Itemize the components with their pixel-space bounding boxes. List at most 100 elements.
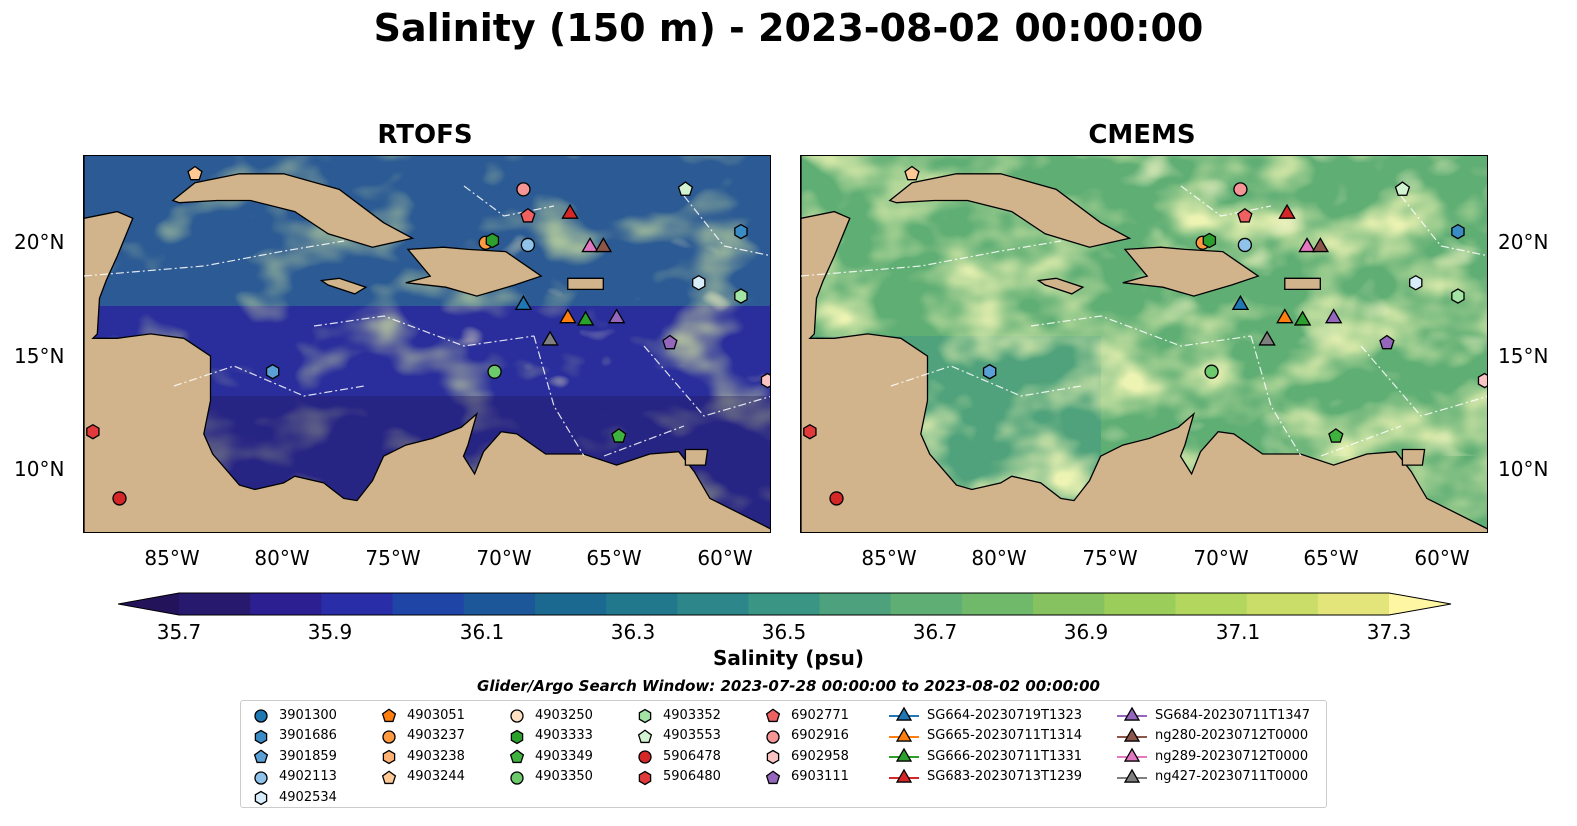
colorbar-tick: 36.7 bbox=[912, 620, 958, 644]
x-tick-75w-right: 75°W bbox=[1082, 546, 1138, 570]
hexagon-marker bbox=[734, 223, 748, 240]
hexagon-legend-icon bbox=[382, 749, 396, 765]
legend-item: 4902113 bbox=[251, 767, 337, 787]
legend-label: 4903244 bbox=[407, 769, 465, 784]
land-polygon bbox=[1036, 277, 1085, 295]
triangle-marker bbox=[1324, 308, 1343, 324]
triangle-marker bbox=[1123, 706, 1141, 721]
triangle-marker bbox=[1123, 747, 1141, 762]
land-polygon bbox=[684, 448, 709, 466]
legend-item: 4902534 bbox=[251, 787, 337, 807]
colorbar-segment bbox=[321, 593, 394, 615]
triangle-marker bbox=[1293, 310, 1312, 326]
land-polygon bbox=[84, 156, 770, 532]
land-polygon bbox=[888, 173, 1132, 248]
y-tick-10n-right: 10°N bbox=[1498, 457, 1549, 481]
legend-item: 4903333 bbox=[507, 726, 593, 746]
triangle-marker bbox=[895, 706, 913, 721]
hexagon-marker bbox=[1202, 232, 1217, 249]
triangle-marker bbox=[1276, 308, 1294, 324]
colorbar-segment bbox=[179, 593, 251, 615]
circle-legend-icon bbox=[510, 709, 524, 723]
colorbar-segment bbox=[1104, 593, 1177, 615]
triangle-marker bbox=[1231, 294, 1250, 311]
land-shapes bbox=[801, 156, 1487, 532]
hexagon-marker bbox=[382, 749, 396, 765]
triangle-marker bbox=[1298, 237, 1316, 253]
x-tick-70w: 70°W bbox=[476, 546, 532, 570]
land-polygon bbox=[801, 156, 1487, 532]
colorbar bbox=[117, 590, 1452, 630]
legend-label: 4903250 bbox=[535, 707, 593, 723]
y-tick-15n-right: 15°N bbox=[1498, 344, 1549, 368]
y-tick-20n-right: 20°N bbox=[1498, 230, 1549, 254]
pentagon-legend-icon bbox=[381, 708, 397, 723]
hexagon-marker bbox=[760, 372, 770, 389]
triangle-legend-icon bbox=[889, 706, 919, 721]
hexagon-legend-icon bbox=[766, 749, 780, 765]
hexagon-marker bbox=[510, 729, 524, 744]
legend-item: 3901300 bbox=[251, 705, 337, 725]
pentagon-legend-icon bbox=[765, 708, 781, 723]
hexagon-legend-icon bbox=[638, 708, 652, 724]
land-polygon bbox=[405, 246, 543, 297]
colorbar-tick: 35.7 bbox=[156, 620, 202, 644]
legend-item: 6902958 bbox=[763, 746, 849, 766]
legend-label: 4903237 bbox=[407, 728, 465, 743]
triangle-marker bbox=[895, 768, 913, 783]
legend-item: SG684-20230711T1347 bbox=[1117, 705, 1310, 725]
circle-legend-icon bbox=[254, 770, 268, 785]
legend-item: 3901859 bbox=[251, 746, 337, 766]
circle-legend-icon bbox=[382, 729, 396, 744]
legend-label: 4903553 bbox=[663, 728, 721, 743]
triangle-marker bbox=[541, 330, 559, 346]
map-panel-cmems[interactable] bbox=[800, 155, 1488, 533]
hexagon-marker bbox=[1477, 372, 1487, 389]
legend-label: 6902916 bbox=[791, 728, 849, 743]
colorbar-segment bbox=[606, 593, 678, 615]
circle-marker bbox=[638, 750, 652, 764]
pentagon-legend-icon bbox=[381, 769, 397, 784]
circle-marker bbox=[487, 364, 502, 379]
pentagon-marker bbox=[611, 428, 627, 443]
pentagon-marker bbox=[253, 749, 269, 764]
circle-marker bbox=[254, 770, 268, 785]
colorbar-tick: 36.1 bbox=[459, 620, 505, 644]
hexagon-marker bbox=[1451, 288, 1465, 304]
x-tick-85w: 85°W bbox=[144, 546, 200, 570]
pentagon-marker bbox=[381, 708, 397, 723]
hexagon-marker bbox=[692, 274, 706, 291]
legend-label: 6902771 bbox=[791, 707, 849, 723]
triangle-legend-icon bbox=[889, 747, 919, 762]
pentagon-marker bbox=[1237, 207, 1253, 223]
circle-legend-icon bbox=[766, 729, 780, 744]
legend-label: 3901859 bbox=[279, 748, 337, 764]
hexagon-marker bbox=[766, 749, 780, 765]
ocean-highs bbox=[1101, 156, 1487, 456]
eez-lines bbox=[84, 185, 770, 457]
colorbar-segment bbox=[392, 593, 465, 615]
x-tick-60w-right: 60°W bbox=[1414, 546, 1470, 570]
legend-item: SG665-20230711T1314 bbox=[889, 726, 1082, 746]
colorbar-segment bbox=[250, 593, 322, 615]
hexagon-marker bbox=[982, 363, 997, 380]
pentagon-legend-icon bbox=[765, 769, 781, 784]
triangle-marker bbox=[581, 237, 599, 253]
hexagon-marker bbox=[265, 363, 280, 380]
pentagon-legend-icon bbox=[509, 749, 525, 764]
colorbar-segment bbox=[1317, 593, 1390, 615]
legend-label: SG664-20230719T1323 bbox=[927, 707, 1083, 723]
map-panel-rtofs[interactable] bbox=[83, 155, 771, 533]
legend-label: SG684-20230711T1347 bbox=[1155, 707, 1311, 723]
pentagon-marker bbox=[677, 181, 694, 196]
legend-label: SG665-20230711T1314 bbox=[927, 728, 1083, 743]
circle-marker bbox=[1233, 182, 1248, 197]
land-polygon bbox=[319, 277, 368, 295]
pentagon-marker bbox=[509, 749, 525, 764]
colorbar-segment bbox=[961, 593, 1034, 615]
x-tick-60w: 60°W bbox=[697, 546, 753, 570]
circle-legend-icon bbox=[638, 750, 652, 764]
hexagon-marker bbox=[638, 770, 652, 785]
legend-item: 6902771 bbox=[763, 705, 849, 725]
legend-item: 5906480 bbox=[635, 767, 721, 787]
